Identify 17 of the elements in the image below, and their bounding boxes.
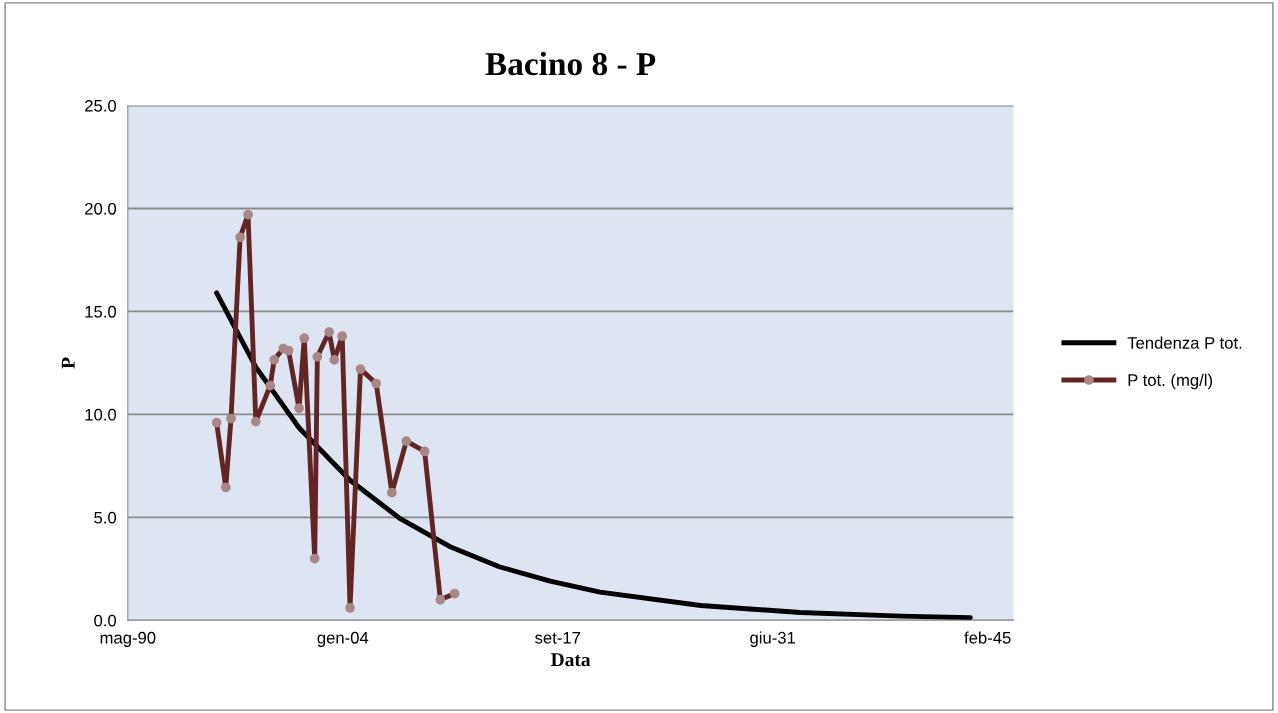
x-tick-label: gen-04 <box>317 631 369 647</box>
y-tick-label: 20.0 <box>85 202 117 215</box>
x-tick-label: giu-31 <box>750 631 796 647</box>
y-tick-label: 0.0 <box>94 614 117 627</box>
y-axis-title: P <box>61 357 75 369</box>
x-tick-label: mag-90 <box>100 631 156 647</box>
legend-label: Tendenza P tot. <box>1127 336 1242 349</box>
x-axis-title: Data <box>550 653 591 667</box>
x-tick-label: feb-45 <box>964 631 1011 644</box>
y-tick-label: 15.0 <box>85 305 117 318</box>
legend-label: P tot. (mg/l) <box>1128 373 1213 390</box>
y-tick-label: 5.0 <box>94 511 117 524</box>
chart-title: Bacino 8 - P <box>485 51 656 76</box>
x-tick-label: set-17 <box>535 632 581 644</box>
line-series <box>214 290 973 621</box>
y-tick-label: 10.0 <box>85 408 117 421</box>
y-tick-label: 25.0 <box>85 99 117 112</box>
